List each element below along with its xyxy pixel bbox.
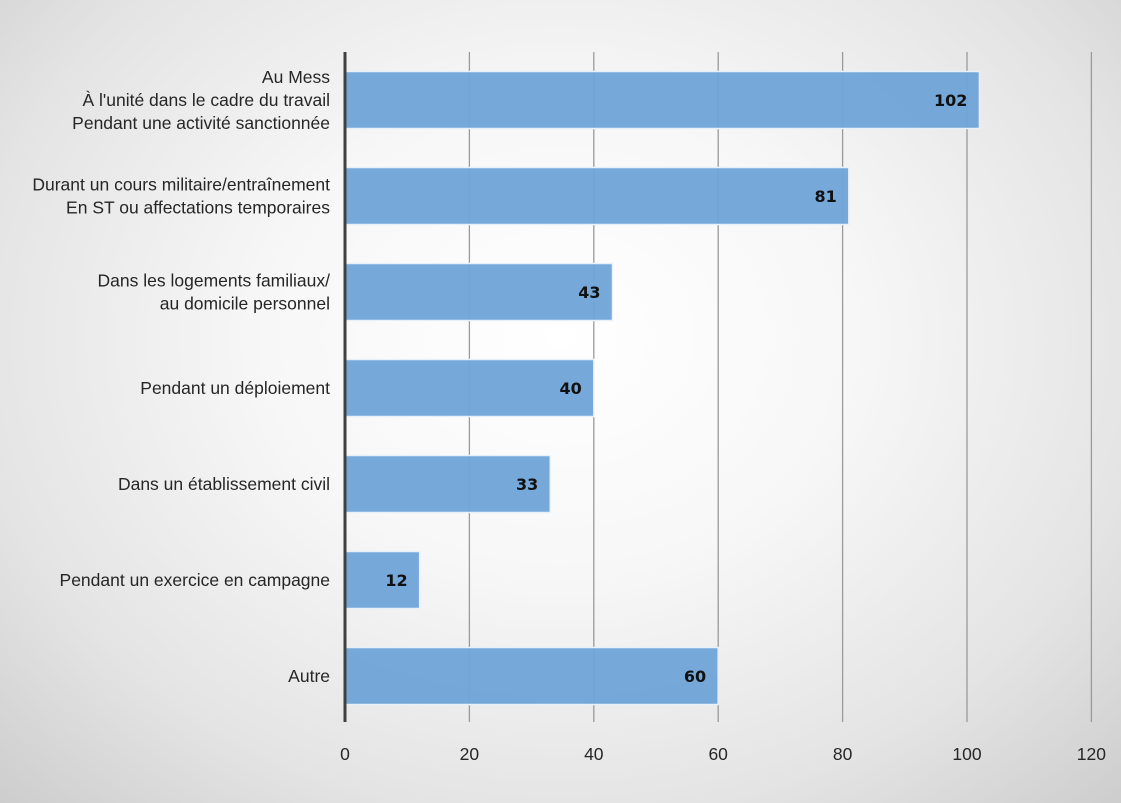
data-label-2: 43 [578,283,600,302]
category-label-0-line-0: Au Mess [262,67,330,87]
x-tick-label-20: 20 [460,744,480,764]
bar-6 [344,646,719,706]
data-label-3: 40 [560,379,582,398]
bar-1 [344,166,850,226]
data-label-0: 102 [934,91,967,110]
category-label-1-line-1: En ST ou affectations temporaires [66,198,330,218]
category-label-1-line-0: Durant un cours militaire/entraînement [32,175,330,195]
category-label-2-line-1: au domicile personnel [160,294,330,314]
bar-0 [344,70,981,130]
bar-5 [344,550,421,610]
x-tick-label-80: 80 [833,744,853,764]
x-axis-tick-labels: 0 20 40 60 80 100 120 [340,744,1106,764]
category-label-0-line-2: Pendant une activité sanctionnée [72,113,330,133]
bar-3 [344,358,595,418]
bar-4 [344,454,552,514]
category-label-0-line-1: À l'unité dans le cadre du travail [82,90,330,110]
data-labels: 102 81 43 40 33 12 60 [385,91,967,686]
data-label-4: 33 [516,475,538,494]
data-label-5: 12 [385,571,407,590]
bars [344,70,981,706]
grid-lines [468,52,1093,722]
x-tick-label-0: 0 [340,744,350,764]
x-tick-label-120: 120 [1077,744,1106,764]
category-labels: Au Mess À l'unité dans le cadre du travai… [32,67,330,686]
x-tick-label-100: 100 [952,744,981,764]
bar-2 [344,262,614,322]
x-tick-label-40: 40 [584,744,604,764]
data-label-1: 81 [815,187,837,206]
category-label-5-line-0: Pendant un exercice en campagne [60,570,330,590]
category-label-6-line-0: Autre [288,666,330,686]
category-label-3-line-0: Pendant un déploiement [140,378,330,398]
category-label-2-line-0: Dans les logements familiaux/ [98,271,331,291]
x-tick-label-60: 60 [708,744,728,764]
category-label-4-line-0: Dans un établissement civil [118,474,330,494]
data-label-6: 60 [684,667,706,686]
